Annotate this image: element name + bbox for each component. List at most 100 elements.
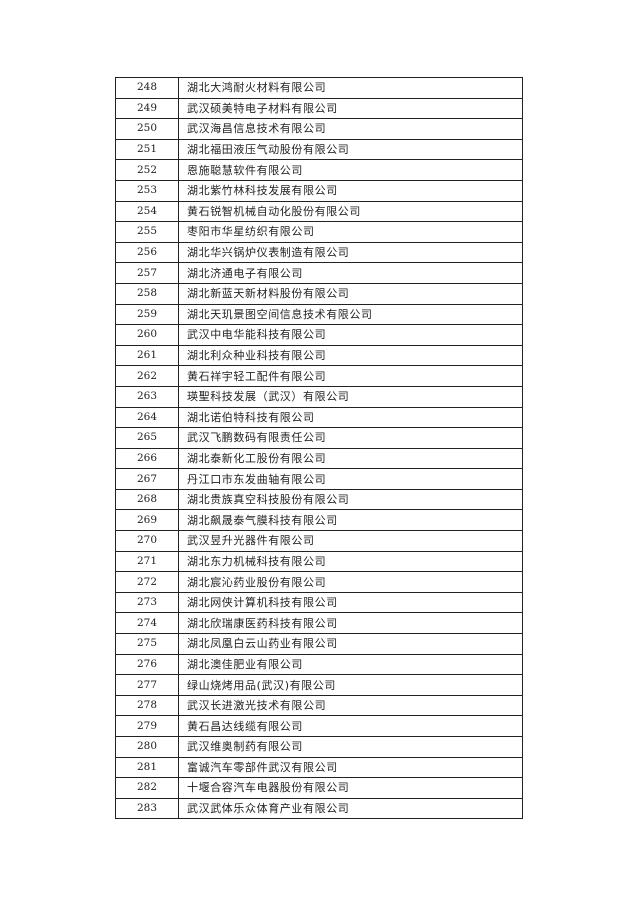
company-name: 湖北天玑景图空间信息技术有限公司 bbox=[178, 303, 523, 326]
table-row: 262 黄石祥宇轻工配件有限公司 bbox=[115, 365, 523, 387]
company-name: 湖北新蓝天新材料股份有限公司 bbox=[178, 282, 523, 305]
table-row: 272 湖北宸沁药业股份有限公司 bbox=[115, 571, 523, 593]
row-number: 257 bbox=[115, 262, 179, 284]
table-row: 271 湖北东力机械科技有限公司 bbox=[115, 550, 523, 573]
company-name: 枣阳市华星纺织有限公司 bbox=[178, 221, 523, 243]
company-name: 武汉维奥制药有限公司 bbox=[178, 736, 523, 758]
table-row: 269 湖北飙晟泰气膜科技有限公司 bbox=[115, 509, 523, 532]
table-row: 283 武汉武体乐众体育产业有限公司 bbox=[115, 797, 523, 820]
company-name: 丹江口市东发曲轴有限公司 bbox=[178, 468, 523, 490]
table-row: 260 武汉中电华能科技有限公司 bbox=[115, 324, 523, 346]
row-number: 256 bbox=[115, 241, 179, 264]
company-name: 绿山烧烤用品(武汉)有限公司 bbox=[178, 674, 523, 696]
table-row: 257 湖北济通电子有限公司 bbox=[115, 262, 523, 284]
company-name: 富诚汽车零部件武汉有限公司 bbox=[178, 756, 523, 779]
row-number: 250 bbox=[115, 118, 179, 140]
row-number: 251 bbox=[115, 138, 179, 161]
row-number: 269 bbox=[115, 509, 179, 532]
table-row: 265 武汉飞鹏数码有限责任公司 bbox=[115, 427, 523, 449]
table-row: 248 湖北大鸿耐火材料有限公司 bbox=[115, 77, 523, 99]
row-number: 272 bbox=[115, 571, 179, 593]
table-row: 252 恩施聪慧软件有限公司 bbox=[115, 159, 523, 181]
row-number: 262 bbox=[115, 365, 179, 387]
company-name: 湖北贵族真空科技股份有限公司 bbox=[178, 488, 523, 511]
row-number: 253 bbox=[115, 179, 179, 202]
table-row: 280 武汉维奥制药有限公司 bbox=[115, 736, 523, 758]
row-number: 279 bbox=[115, 715, 179, 737]
company-name: 武汉飞鹏数码有限责任公司 bbox=[178, 427, 523, 449]
table-row: 256 湖北华兴锅炉仪表制造有限公司 bbox=[115, 241, 523, 264]
table-row: 268 湖北贵族真空科技股份有限公司 bbox=[115, 488, 523, 511]
company-name: 武汉海昌信息技术有限公司 bbox=[178, 118, 523, 140]
row-number: 275 bbox=[115, 633, 179, 655]
row-number: 268 bbox=[115, 488, 179, 511]
table-row: 263 瑛聖科技发展（武汉）有限公司 bbox=[115, 385, 523, 408]
company-name: 湖北济通电子有限公司 bbox=[178, 262, 523, 284]
company-name: 湖北宸沁药业股份有限公司 bbox=[178, 571, 523, 593]
table-row: 278 武汉长进激光技术有限公司 bbox=[115, 694, 523, 717]
company-name: 瑛聖科技发展（武汉）有限公司 bbox=[178, 385, 523, 408]
table-row: 249 武汉硕美特电子材料有限公司 bbox=[115, 97, 523, 120]
company-name: 湖北澳佳肥业有限公司 bbox=[178, 653, 523, 676]
company-name: 黄石锐智机械自动化股份有限公司 bbox=[178, 200, 523, 223]
company-name: 武汉中电华能科技有限公司 bbox=[178, 324, 523, 346]
row-number: 266 bbox=[115, 447, 179, 470]
company-name: 武汉长进激光技术有限公司 bbox=[178, 694, 523, 717]
company-name: 恩施聪慧软件有限公司 bbox=[178, 159, 523, 181]
row-number: 249 bbox=[115, 97, 179, 120]
table-row: 273 湖北网侠计算机科技有限公司 bbox=[115, 591, 523, 614]
company-name: 湖北紫竹林科技发展有限公司 bbox=[178, 179, 523, 202]
table-row: 270 武汉昱升光器件有限公司 bbox=[115, 530, 523, 552]
company-name: 黄石昌达线缆有限公司 bbox=[178, 715, 523, 737]
company-name: 武汉硕美特电子材料有限公司 bbox=[178, 97, 523, 120]
table-row: 253 湖北紫竹林科技发展有限公司 bbox=[115, 179, 523, 202]
table-row: 274 湖北欣瑞康医药科技有限公司 bbox=[115, 612, 523, 635]
table-row: 281 富诚汽车零部件武汉有限公司 bbox=[115, 756, 523, 779]
row-number: 252 bbox=[115, 159, 179, 181]
row-number: 265 bbox=[115, 427, 179, 449]
row-number: 278 bbox=[115, 694, 179, 717]
company-name: 湖北利众种业科技有限公司 bbox=[178, 344, 523, 367]
company-name: 湖北东力机械科技有限公司 bbox=[178, 550, 523, 573]
row-number: 282 bbox=[115, 777, 179, 799]
table-row: 258 湖北新蓝天新材料股份有限公司 bbox=[115, 282, 523, 305]
company-name: 湖北网侠计算机科技有限公司 bbox=[178, 591, 523, 614]
table-row: 261 湖北利众种业科技有限公司 bbox=[115, 344, 523, 367]
table-row: 255 枣阳市华星纺织有限公司 bbox=[115, 221, 523, 243]
company-name: 湖北飙晟泰气膜科技有限公司 bbox=[178, 509, 523, 532]
row-number: 276 bbox=[115, 653, 179, 676]
row-number: 259 bbox=[115, 303, 179, 326]
company-name: 湖北诺伯特科技有限公司 bbox=[178, 406, 523, 429]
table-row: 254 黄石锐智机械自动化股份有限公司 bbox=[115, 200, 523, 223]
company-name: 湖北福田液压气动股份有限公司 bbox=[178, 138, 523, 161]
row-number: 261 bbox=[115, 344, 179, 367]
row-number: 274 bbox=[115, 612, 179, 635]
row-number: 263 bbox=[115, 385, 179, 408]
table-row: 279 黄石昌达线缆有限公司 bbox=[115, 715, 523, 737]
table-row: 282 十堰合容汽车电器股份有限公司 bbox=[115, 777, 523, 799]
row-number: 254 bbox=[115, 200, 179, 223]
row-number: 270 bbox=[115, 530, 179, 552]
table-row: 276 湖北澳佳肥业有限公司 bbox=[115, 653, 523, 676]
row-number: 248 bbox=[115, 77, 179, 99]
company-name: 武汉昱升光器件有限公司 bbox=[178, 530, 523, 552]
row-number: 264 bbox=[115, 406, 179, 429]
company-name: 武汉武体乐众体育产业有限公司 bbox=[178, 797, 523, 820]
company-name: 湖北大鸿耐火材料有限公司 bbox=[178, 77, 523, 99]
row-number: 273 bbox=[115, 591, 179, 614]
table-row: 251 湖北福田液压气动股份有限公司 bbox=[115, 138, 523, 161]
row-number: 271 bbox=[115, 550, 179, 573]
row-number: 258 bbox=[115, 282, 179, 305]
table-row: 277 绿山烧烤用品(武汉)有限公司 bbox=[115, 674, 523, 696]
table-body: 248 湖北大鸿耐火材料有限公司 249 武汉硕美特电子材料有限公司 250 武汉海昌信息… bbox=[115, 77, 523, 820]
company-name: 十堰合容汽车电器股份有限公司 bbox=[178, 777, 523, 799]
row-number: 277 bbox=[115, 674, 179, 696]
company-name: 湖北凤凰白云山药业有限公司 bbox=[178, 633, 523, 655]
row-number: 283 bbox=[115, 797, 179, 820]
table-row: 267 丹江口市东发曲轴有限公司 bbox=[115, 468, 523, 490]
table-row: 266 湖北泰新化工股份有限公司 bbox=[115, 447, 523, 470]
company-list-table: 248 湖北大鸿耐火材料有限公司 249 武汉硕美特电子材料有限公司 250 武汉海昌信息… bbox=[115, 77, 523, 820]
company-name: 黄石祥宇轻工配件有限公司 bbox=[178, 365, 523, 387]
company-name: 湖北欣瑞康医药科技有限公司 bbox=[178, 612, 523, 635]
company-name: 湖北华兴锅炉仪表制造有限公司 bbox=[178, 241, 523, 264]
